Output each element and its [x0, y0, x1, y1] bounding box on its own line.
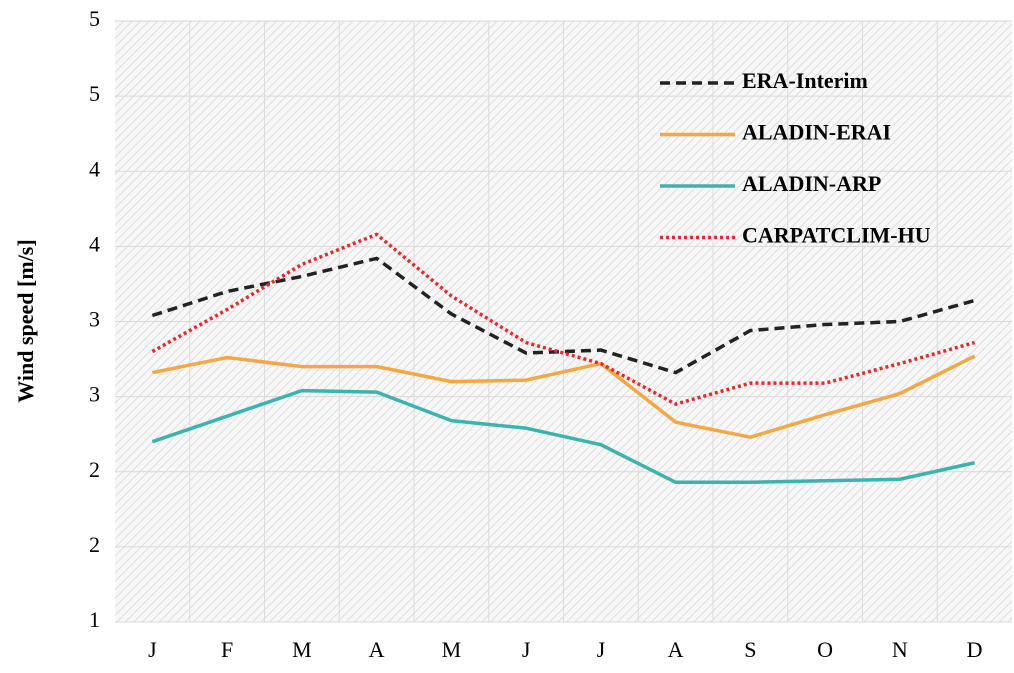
x-tick-label: O	[817, 637, 833, 662]
series-line	[151, 232, 976, 406]
x-tick-label: J	[148, 637, 157, 662]
x-tick-label: D	[967, 637, 983, 662]
y-axis-title: Wind speed [m/s]	[13, 239, 38, 402]
legend-label: ALADIN-ARP	[742, 171, 881, 196]
x-tick-label: S	[744, 637, 756, 662]
legend-label: CARPATCLIM-HU	[742, 223, 931, 248]
x-tick-label: M	[442, 637, 462, 662]
series-line	[151, 388, 976, 485]
x-tick-label: A	[668, 637, 684, 662]
y-tick-label: 5	[89, 6, 100, 31]
x-tick-label: M	[292, 637, 312, 662]
series-line	[152, 354, 976, 439]
y-tick-label: 3	[89, 382, 100, 407]
x-tick-label: N	[892, 637, 908, 662]
y-tick-label: 3	[89, 307, 100, 332]
x-tick-label: F	[221, 637, 233, 662]
y-tick-label: 4	[89, 231, 100, 256]
y-tick-label: 1	[89, 607, 100, 632]
y-tick-label: 5	[89, 81, 100, 106]
legend-label: ERA-Interim	[742, 68, 868, 93]
x-tick-label: J	[597, 637, 606, 662]
y-tick-label: 4	[89, 156, 100, 181]
y-tick-label: 2	[89, 532, 100, 557]
x-tick-label: A	[369, 637, 385, 662]
legend-label: ALADIN-ERAI	[742, 120, 891, 145]
x-tick-label: J	[522, 637, 531, 662]
y-tick-label: 2	[89, 457, 100, 482]
